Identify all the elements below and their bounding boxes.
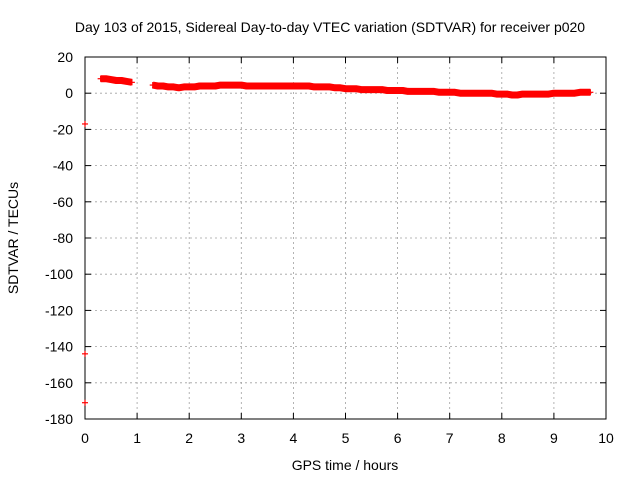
y-tick-label: -160 [45, 375, 73, 391]
y-tick-label: -20 [53, 121, 73, 137]
x-tick-label: 3 [237, 430, 245, 446]
y-tick-labels: 20 0 -20 -40 -60 -80 -100 -120 -140 -160 -180 [45, 49, 73, 427]
x-tick-label: 8 [498, 430, 506, 446]
x-tick-label: 10 [598, 430, 614, 446]
x-tick-labels: 0 1 2 3 4 5 6 7 8 9 10 [81, 430, 614, 446]
axis-ticks [84, 56, 607, 420]
y-tick-label: -80 [53, 230, 73, 246]
data-point [82, 399, 88, 406]
y-tick-label: -180 [45, 411, 73, 427]
y-tick-label: 20 [57, 49, 73, 65]
x-tick-label: 4 [290, 430, 298, 446]
x-tick-label: 6 [394, 430, 402, 446]
x-axis-label: GPS time / hours [292, 457, 399, 473]
data-point [82, 120, 88, 127]
y-tick-label: -40 [53, 158, 73, 174]
series-band [100, 75, 133, 86]
grid-lines [85, 57, 606, 419]
x-tick-label: 1 [133, 430, 141, 446]
y-tick-label: -100 [45, 266, 73, 282]
y-tick-label: -120 [45, 302, 73, 318]
x-tick-label: 9 [550, 430, 558, 446]
chart-title: Day 103 of 2015, Sidereal Day-to-day VTE… [75, 19, 585, 35]
x-tick-label: 2 [185, 430, 193, 446]
x-tick-label: 5 [342, 430, 350, 446]
data-point [82, 350, 88, 357]
y-axis-label: SDTVAR / TECUs [5, 182, 21, 294]
y-tick-label: -140 [45, 339, 73, 355]
y-tick-label: 0 [65, 85, 73, 101]
series-band [152, 81, 591, 99]
y-tick-label: -60 [53, 194, 73, 210]
x-tick-label: 7 [446, 430, 454, 446]
x-tick-label: 0 [81, 430, 89, 446]
data-series [82, 75, 594, 406]
